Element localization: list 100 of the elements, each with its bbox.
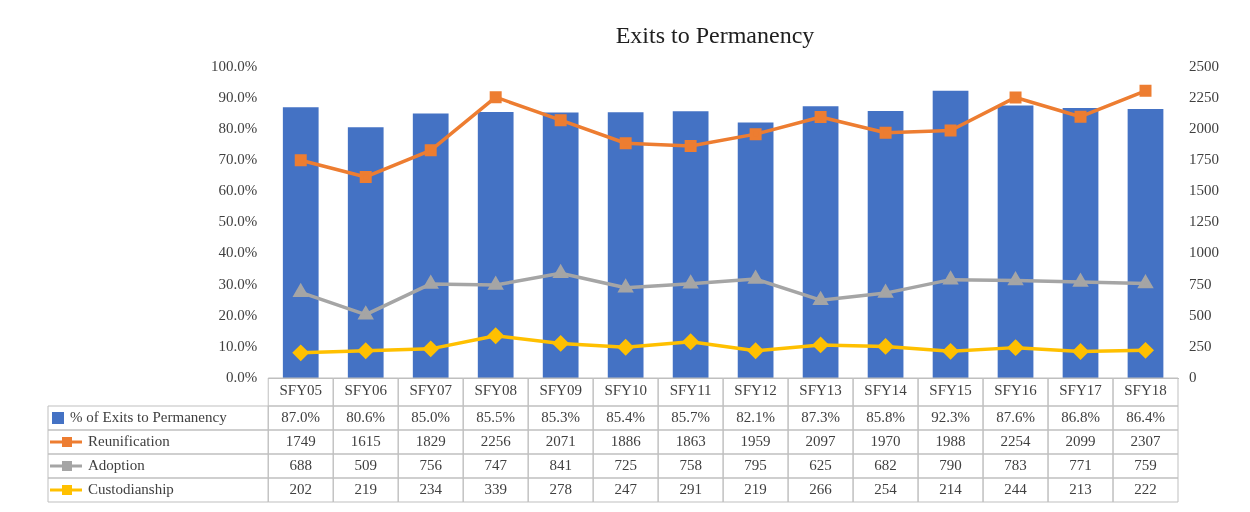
- point: [422, 341, 439, 357]
- data-label: 87.0%: [281, 408, 321, 425]
- point: [293, 284, 308, 298]
- y2-tick-label: 0: [1189, 368, 1197, 385]
- data-label: 219: [354, 480, 377, 497]
- data-label: 339: [484, 480, 507, 497]
- point: [747, 342, 764, 359]
- point: [619, 137, 632, 150]
- y2-tick-label: 2500: [1189, 57, 1219, 74]
- point: [682, 334, 699, 350]
- data-label: 234: [419, 480, 443, 497]
- x-tick-label: SFY09: [539, 381, 582, 398]
- point: [878, 285, 893, 298]
- x-tick-label: SFY08: [474, 381, 517, 398]
- y-tick-label: 0.0%: [226, 368, 258, 385]
- data-label: 747: [484, 456, 508, 473]
- x-tick-label: SFY17: [1059, 381, 1103, 398]
- data-label: 1988: [935, 432, 966, 449]
- point: [1139, 84, 1152, 97]
- data-label: 625: [809, 456, 832, 473]
- data-label: 1829: [415, 432, 446, 449]
- point: [748, 271, 763, 284]
- point: [1074, 110, 1087, 123]
- point: [1008, 272, 1023, 286]
- data-label: 1886: [610, 432, 642, 449]
- point: [292, 345, 309, 361]
- data-label: 202: [289, 480, 312, 497]
- y-tick-label: 80.0%: [218, 119, 258, 136]
- point: [359, 170, 372, 183]
- y2-tick-label: 250: [1189, 337, 1212, 354]
- point: [357, 342, 374, 359]
- chart-title: Exits to Permanency: [615, 21, 815, 48]
- y-tick-label: 10.0%: [218, 337, 258, 354]
- x-tick-label: SFY18: [1124, 381, 1167, 398]
- x-tick-label: SFY13: [799, 381, 842, 398]
- y2-tick-label: 2000: [1189, 119, 1219, 136]
- data-label: 756: [419, 456, 443, 473]
- data-label: 2256: [480, 432, 512, 449]
- data-label: 2307: [1130, 432, 1162, 449]
- legend-label: Adoption: [88, 456, 146, 473]
- point: [1138, 275, 1153, 289]
- y-tick-label: 40.0%: [218, 244, 258, 261]
- point: [814, 110, 827, 123]
- data-label: 1863: [675, 432, 706, 449]
- legend-label: Custodianship: [88, 480, 174, 497]
- data-label: 214: [939, 480, 963, 497]
- data-label: 2254: [1000, 432, 1032, 449]
- point: [813, 292, 828, 305]
- x-tick-label: SFY10: [604, 381, 647, 398]
- data-label: 790: [939, 456, 962, 473]
- point: [554, 114, 567, 127]
- point: [358, 306, 373, 320]
- x-tick-label: SFY07: [409, 381, 453, 398]
- y-tick-label: 100.0%: [211, 57, 258, 74]
- data-label: 291: [679, 480, 702, 497]
- data-label: 85.3%: [541, 408, 581, 425]
- data-label: 219: [744, 480, 767, 497]
- data-label: 758: [679, 456, 702, 473]
- point: [684, 140, 697, 153]
- legend-label: Reunification: [88, 432, 171, 449]
- data-label: 266: [809, 480, 833, 497]
- data-label: 254: [874, 480, 898, 497]
- point: [617, 339, 634, 355]
- data-label: 82.1%: [736, 408, 775, 425]
- data-label: 2097: [805, 432, 837, 449]
- data-label: 86.4%: [1126, 408, 1165, 425]
- data-label: 1970: [870, 432, 901, 449]
- y2-tick-label: 2250: [1189, 88, 1219, 105]
- x-tick-label: SFY05: [279, 381, 322, 398]
- data-label: 2071: [545, 432, 576, 449]
- point: [812, 337, 829, 353]
- x-tick-label: SFY11: [669, 381, 712, 398]
- data-label: 85.5%: [476, 408, 516, 425]
- data-label: 771: [1069, 456, 1092, 473]
- legend-label: % of Exits to Permanency: [70, 408, 228, 425]
- point: [488, 277, 503, 290]
- point: [683, 275, 698, 289]
- point: [1009, 91, 1022, 104]
- data-label: 86.8%: [1061, 408, 1100, 425]
- data-label: 247: [614, 480, 638, 497]
- point: [487, 328, 504, 344]
- data-label: 1615: [350, 432, 381, 449]
- y2-tick-label: 500: [1189, 306, 1212, 323]
- x-tick-label: SFY12: [734, 381, 777, 398]
- point: [1137, 342, 1154, 359]
- data-label: 85.0%: [411, 408, 451, 425]
- y-tick-label: 30.0%: [218, 275, 258, 292]
- point: [294, 154, 307, 167]
- point: [1073, 274, 1088, 287]
- y2-tick-label: 1000: [1189, 244, 1219, 261]
- point: [1007, 339, 1024, 356]
- y-tick-label: 70.0%: [218, 151, 258, 168]
- data-label: 509: [354, 456, 377, 473]
- data-label: 222: [1134, 480, 1157, 497]
- y2-tick-label: 750: [1189, 275, 1212, 292]
- data-label: 87.3%: [801, 408, 840, 425]
- data-label: 85.8%: [866, 408, 905, 425]
- point: [944, 124, 957, 137]
- y-tick-label: 90.0%: [218, 88, 258, 105]
- data-label: 682: [874, 456, 897, 473]
